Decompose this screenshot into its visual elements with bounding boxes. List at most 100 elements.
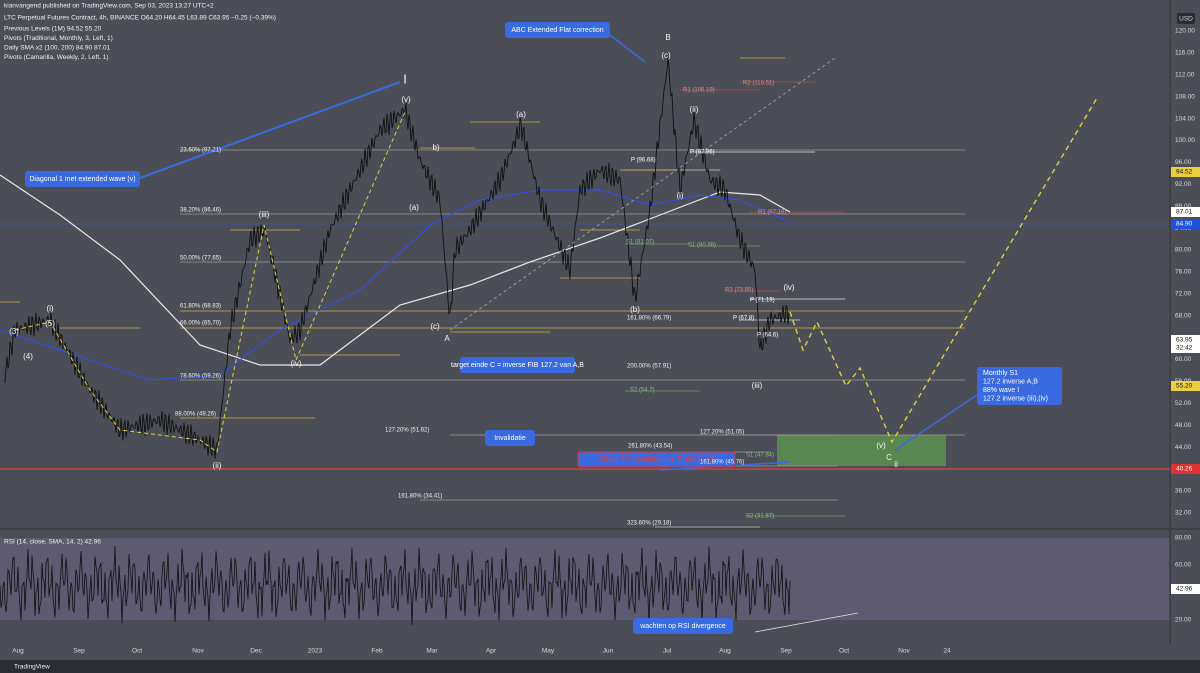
indicator-legend: Pivots (Traditional, Monthly, 3, Left, 1… [4,35,113,42]
price-tick: 88.00 [1175,203,1192,210]
price-badge [1171,343,1200,353]
symbol-line: LTC Perpetual Futures Contract, 4h, BINA… [4,15,276,22]
pivot-label: S1 (47.84) [746,453,774,459]
fib-label: 66.00% (65.70) [180,321,221,327]
wave-label: (iv) [290,359,301,368]
wave-label: (4) [23,352,33,361]
pointer [609,34,646,63]
fib-label: 78.60% (59.26) [180,374,221,380]
pivot-label: S1 (80.98) [688,243,716,249]
rsi-legend: RSI (14, close, SMA, 14, 2) 42.96 [4,539,101,546]
price-tick: 92.00 [1175,181,1192,188]
time-tick: Jul [663,648,672,655]
fib-label: 127.20% (51.05) [700,430,744,436]
wave-label: C [886,453,892,462]
fib-label: 261.80% (43.54) [628,444,672,450]
price-badge [1171,381,1200,391]
footer-brand: TradingView [14,664,50,671]
trend-line [449,57,836,331]
price-badge-text: 32:42 [1176,345,1193,352]
annotation-box [633,618,733,634]
price-tick: 100.00 [1175,137,1195,144]
fib-label: 38.20% (86.46) [180,208,221,214]
price-badge-text: 55.20 [1176,383,1193,390]
time-tick: 2023 [308,648,323,655]
time-tick: May [542,648,555,655]
fib-label: 127.20% (51.62) [385,428,429,434]
wave-label: b) [432,143,439,152]
annotation: wachten op RSI divergence [639,623,726,630]
annotation-line: 127.2 inverse A,B [983,378,1038,385]
wave-label: (v) [401,95,411,104]
rsi-tick: 80.00 [1175,535,1192,542]
price-tick: 104.00 [1175,115,1195,122]
wave-label: (ii) [690,105,699,114]
price-badge [1171,207,1200,217]
annotation-box [25,171,140,187]
pivot-label: S1 (81.07) [626,240,654,246]
pivot-label: S2 (54.7) [630,388,655,394]
wave-label: (iii) [259,210,270,219]
price-badge-text: 87.01 [1176,209,1193,216]
price-badge-text: 40.26 [1176,466,1193,473]
wave-label: B [665,33,670,42]
price-tick: 108.00 [1175,93,1195,100]
pointer [139,81,401,179]
time-tick: Oct [839,648,849,655]
wave-path [14,111,406,453]
fib-label: 323.60% (29.18) [627,521,671,527]
price-tick: 48.00 [1175,422,1192,429]
pivot-label: P (97.96) [690,150,715,156]
time-tick: Oct [132,648,142,655]
fib-label: 50.00% (77.65) [180,256,221,262]
currency: USD [1179,16,1193,23]
time-tick: Feb [371,648,383,655]
annotation-box [505,22,610,38]
time-tick: Mar [426,648,438,655]
price-tick: 68.00 [1175,312,1192,319]
price-badge-text: 63.95 [1176,337,1193,344]
time-tick: Nov [192,648,204,655]
price-tick: 96.00 [1175,159,1192,166]
price-tick: 52.00 [1175,400,1192,407]
pivot-label: P (96.68) [631,158,656,164]
annotation-line: Monthly S1 [983,370,1018,377]
wave-label: (iii) [752,381,763,390]
wave-label: (a) [409,203,419,212]
annotation-box [460,357,575,373]
price-badge-text: 94.52 [1176,169,1193,176]
wave-label: (v) [876,441,886,450]
time-tick: Sep [73,648,85,655]
annotation: target einde C = inverse FIB 127.2 van A… [451,362,584,369]
pivot-label: R1 (87.19) [758,210,786,216]
annotation-box [977,367,1062,405]
sma-100 [0,189,791,381]
price-tick: 60.00 [1175,356,1192,363]
price-badge [1171,335,1200,345]
price-tick: 116.00 [1175,50,1195,57]
pivot-label: P (67.8) [733,316,754,322]
fib-label: 61.80% (68.83) [180,304,221,310]
time-tick: Apr [486,648,497,655]
rsi-line [0,545,791,625]
publisher: kianvangend published on TradingView.com… [4,3,214,10]
indicator-legend: Previous Levels (1M) 94.52 55.20 [4,26,102,33]
price-tick: 80.00 [1175,247,1192,254]
rsi-tick: 20.00 [1175,617,1192,624]
price-badge [1171,167,1200,177]
wave-label: (iv) [783,283,794,292]
projection [789,97,1098,444]
annotation: ABC Extended Flat correction [511,27,603,34]
pivot-label: R3 (73.85) [725,288,753,294]
annotation: Invalidatie [494,435,526,442]
time-tick: Sep [780,648,792,655]
wave-label: (b) [630,305,640,314]
annotation-line: 88% wave I [983,387,1019,394]
target-zone [777,435,946,466]
rsi-badge [1171,584,1200,594]
price-badge-text: 84.90 [1176,221,1193,228]
price-line [4,57,790,459]
time-tick: Dec [250,648,262,655]
wave-label: (i) [676,191,683,200]
